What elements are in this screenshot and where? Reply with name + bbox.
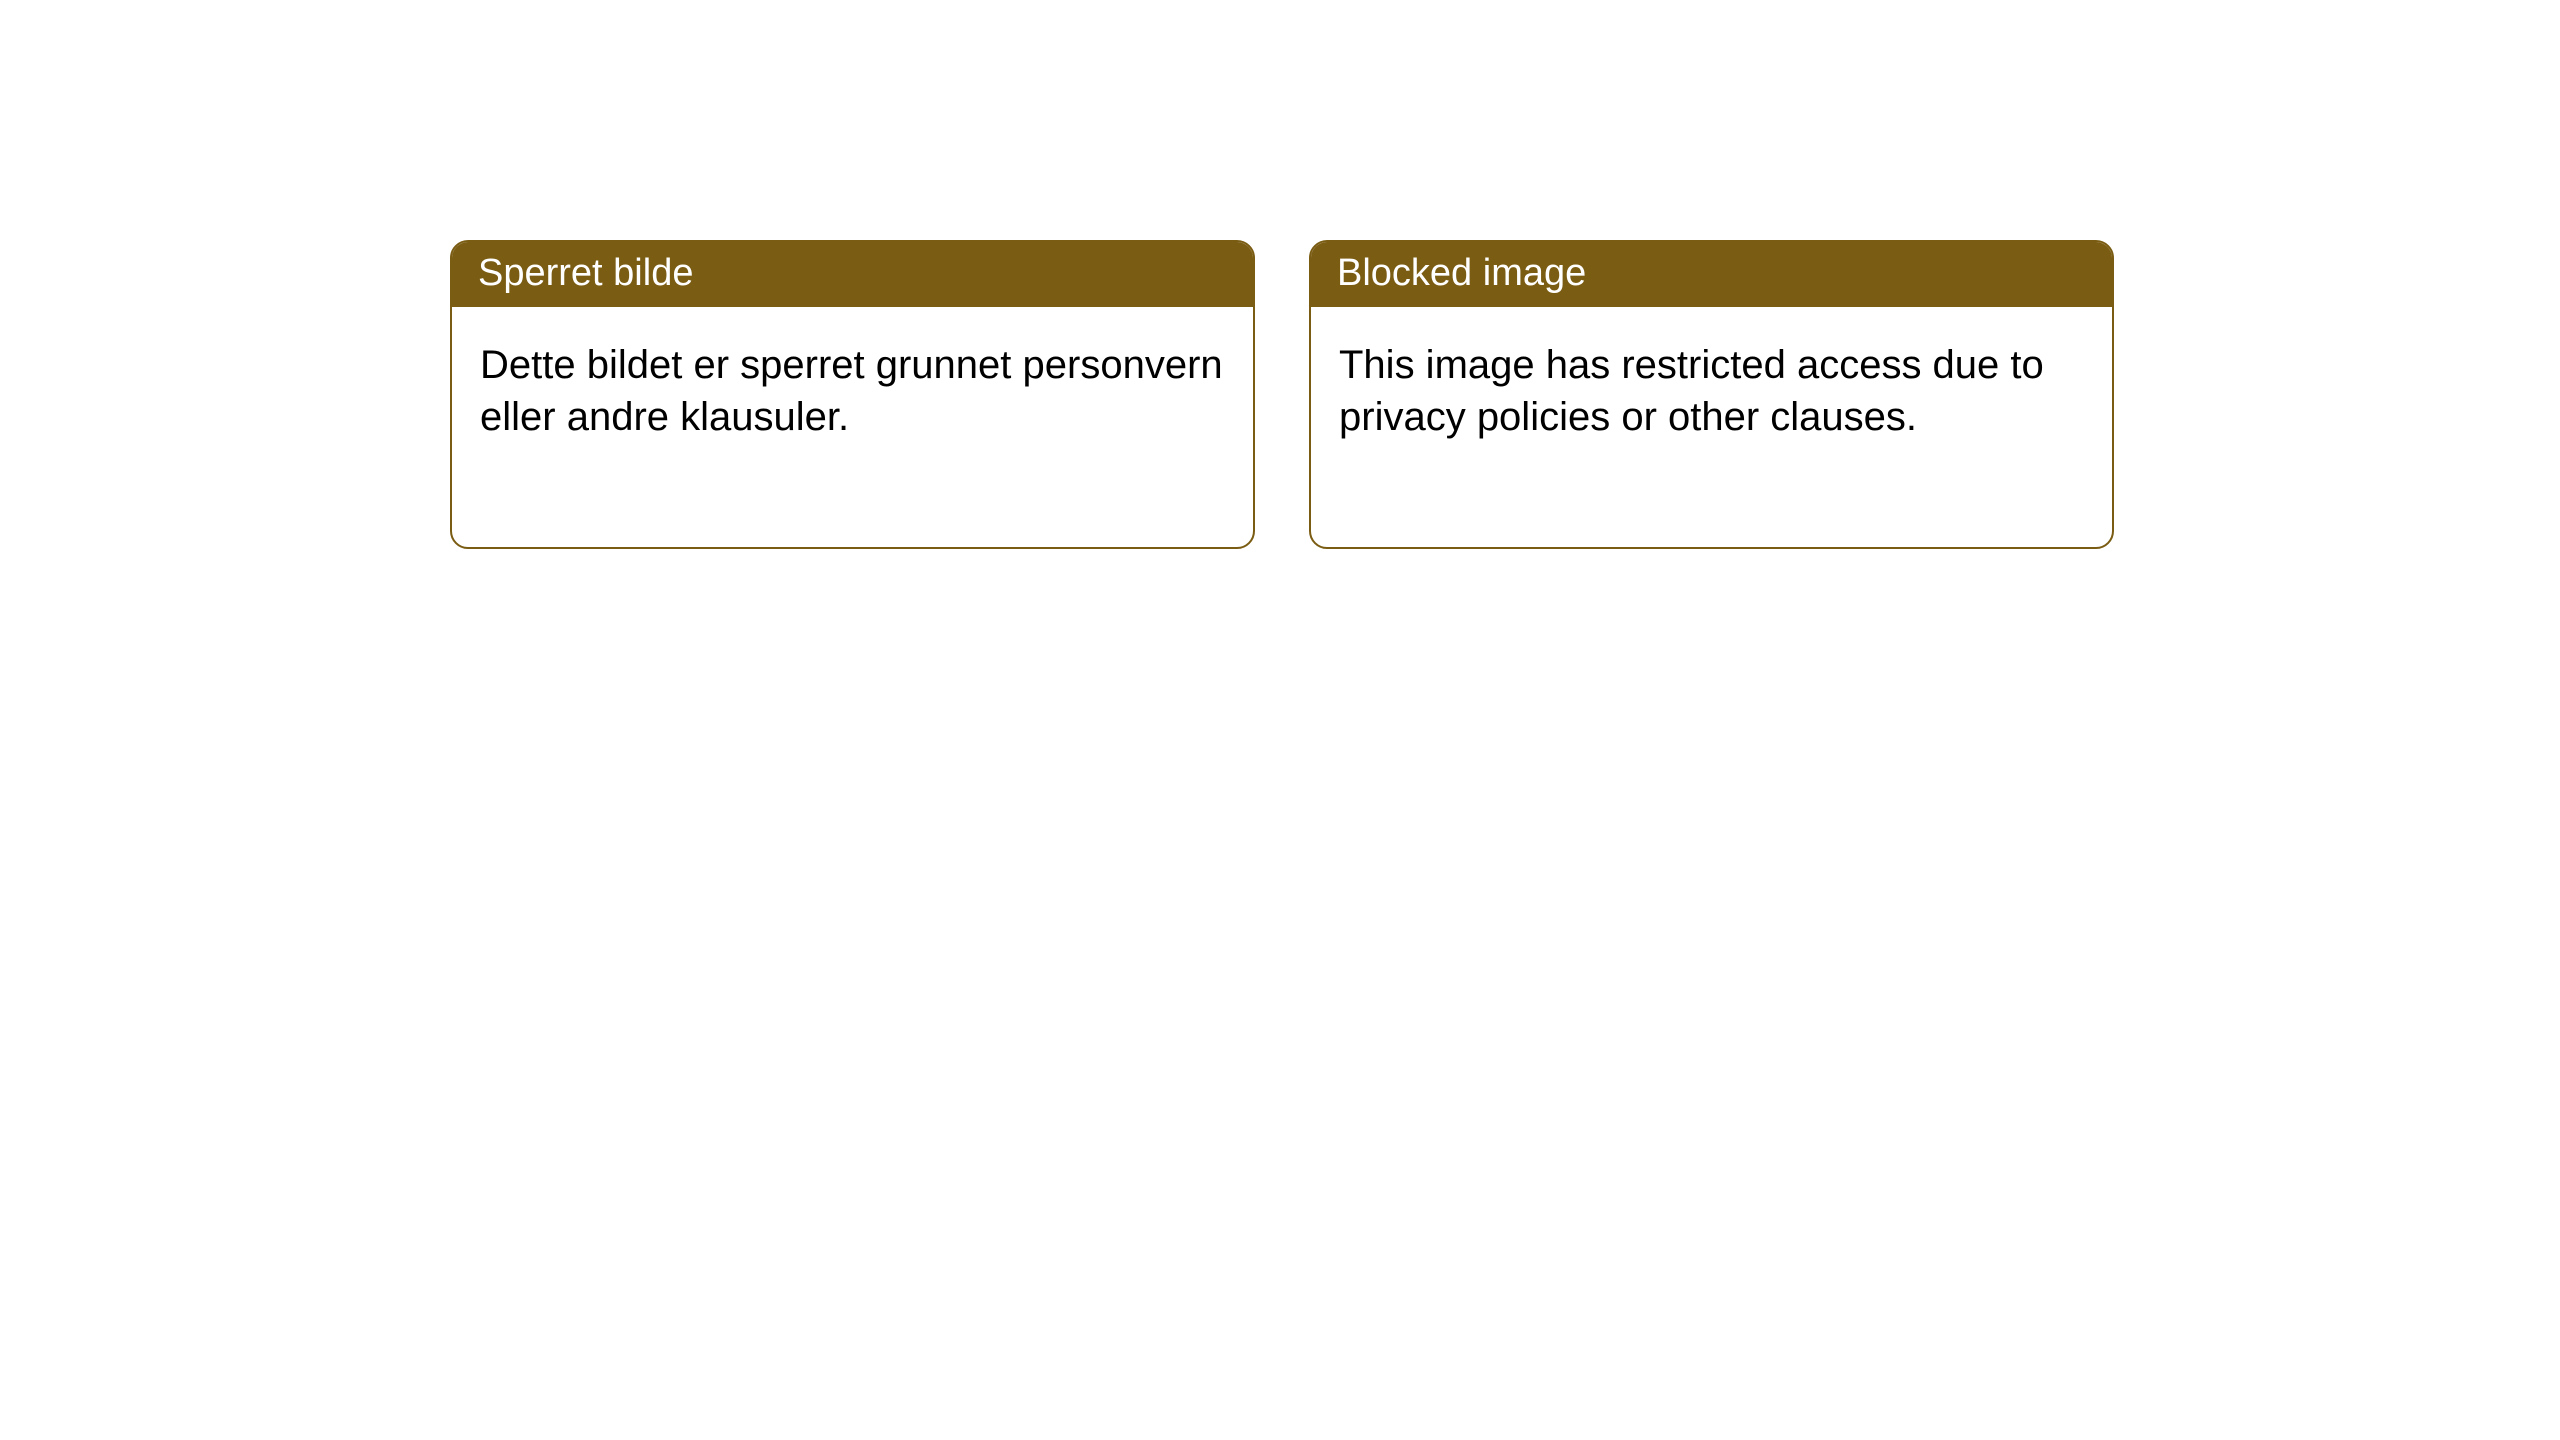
notice-card-norwegian: Sperret bilde Dette bildet er sperret gr… (450, 240, 1255, 549)
notice-card-header: Sperret bilde (452, 242, 1253, 307)
notice-card-english: Blocked image This image has restricted … (1309, 240, 2114, 549)
notice-card-body: Dette bildet er sperret grunnet personve… (452, 307, 1253, 547)
notice-card-body: This image has restricted access due to … (1311, 307, 2112, 547)
notice-body-text: This image has restricted access due to … (1339, 343, 2044, 439)
notice-container: Sperret bilde Dette bildet er sperret gr… (0, 0, 2560, 549)
notice-card-header: Blocked image (1311, 242, 2112, 307)
notice-body-text: Dette bildet er sperret grunnet personve… (480, 343, 1223, 439)
notice-title: Blocked image (1337, 252, 1586, 294)
notice-title: Sperret bilde (478, 252, 693, 294)
